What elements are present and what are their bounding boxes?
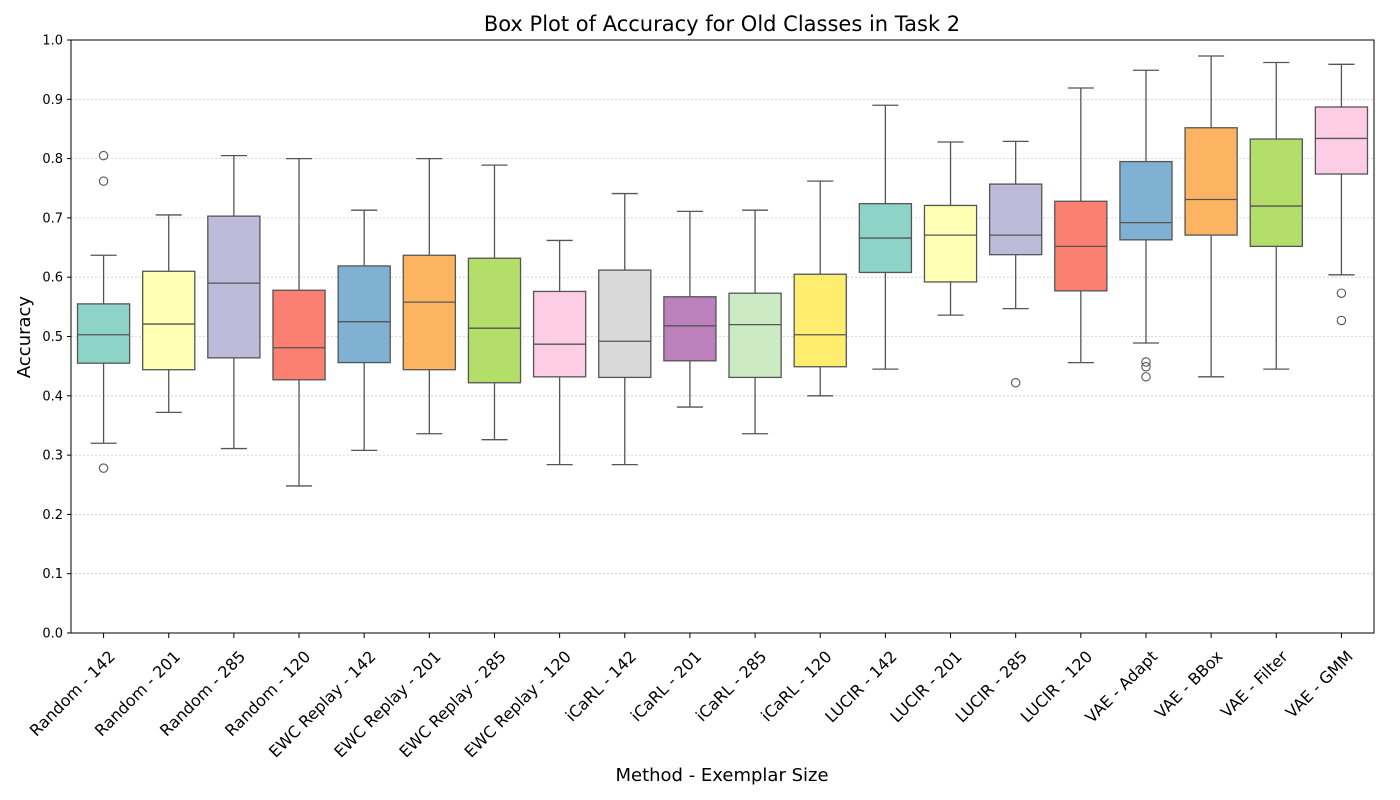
box-group: [142, 214, 196, 414]
iqr-box: [402, 254, 457, 371]
iqr-box: [1249, 138, 1303, 248]
outlier-point: [1141, 372, 1151, 382]
box-group: [76, 150, 131, 473]
box-group: [858, 104, 913, 370]
outlier-point: [98, 150, 109, 161]
x-tick-label: EWC Replay - 201: [330, 647, 444, 761]
iqr-box: [1314, 106, 1369, 175]
y-tick-label: 0.6: [42, 271, 63, 286]
box-group: [207, 154, 261, 450]
iqr-box: [598, 269, 652, 379]
iqr-box: [1184, 127, 1238, 236]
iqr-box: [142, 270, 196, 371]
y-gridlines: [71, 39, 1374, 634]
outlier-point: [98, 463, 109, 473]
iqr-box: [76, 303, 131, 364]
y-axis: 0.0 0.1 0.2 0.3 0.4 0.5 0.6 0.7 0.8 0.9 1.0: [42, 34, 71, 642]
outlier-point: [1336, 288, 1347, 298]
x-axis-title: Method - Exemplar Size: [615, 765, 828, 786]
iqr-box: [988, 183, 1043, 256]
x-tick-label: EWC Replay - 120: [461, 647, 575, 761]
box-group: [467, 164, 522, 441]
y-tick-label: 0.7: [42, 211, 63, 226]
box-group: [1054, 87, 1108, 364]
outlier-point: [98, 176, 109, 186]
iqr-box: [1119, 160, 1173, 241]
iqr-box: [532, 290, 587, 378]
box-group: [988, 140, 1043, 388]
iqr-box: [663, 296, 717, 362]
box-group: [923, 141, 978, 316]
box-group: [272, 157, 326, 487]
y-axis-title: Accuracy: [14, 296, 35, 379]
y-tick-label: 1.0: [42, 34, 63, 49]
iqr-box: [793, 273, 847, 368]
box-series: [76, 55, 1369, 487]
iqr-box: [923, 204, 978, 283]
outlier-point: [1141, 361, 1151, 372]
box-group: [1119, 69, 1173, 382]
box-group: [598, 192, 652, 466]
y-tick-label: 0.0: [42, 627, 63, 642]
y-tick-label: 0.2: [42, 508, 63, 523]
y-tick-label: 0.4: [42, 389, 63, 404]
box-group: [663, 210, 717, 408]
outlier-point: [1141, 357, 1151, 367]
box-group: [728, 209, 782, 435]
outlier-point: [1010, 378, 1021, 388]
x-tick-label: EWC Replay - 142: [265, 647, 379, 761]
box-group: [793, 180, 847, 397]
x-tick-label: VAE - BBox: [1151, 647, 1226, 722]
iqr-box: [467, 257, 522, 384]
iqr-box: [207, 215, 261, 359]
y-tick-label: 0.1: [42, 567, 63, 582]
iqr-box: [337, 265, 391, 364]
chart-title: Box Plot of Accuracy for Old Classes in …: [484, 12, 960, 36]
x-tick-label: VAE - Filter: [1217, 647, 1292, 722]
box-group: [532, 239, 587, 466]
outlier-point: [1336, 315, 1347, 326]
iqr-box: [272, 289, 326, 381]
y-tick-label: 0.8: [42, 152, 63, 167]
y-tick-label: 0.5: [42, 330, 63, 345]
box-group: [1249, 61, 1303, 370]
iqr-box: [728, 292, 782, 379]
y-tick-label: 0.9: [42, 93, 63, 108]
y-tick-label: 0.3: [42, 449, 63, 464]
x-tick-label: EWC Replay - 285: [395, 647, 509, 761]
box-group: [337, 209, 391, 452]
x-tick-label: VAE - GMM: [1282, 647, 1357, 722]
plot-frame: [70, 39, 1375, 634]
box-group: [1314, 63, 1369, 326]
box-group: [402, 157, 457, 435]
box-group: [1184, 55, 1238, 378]
